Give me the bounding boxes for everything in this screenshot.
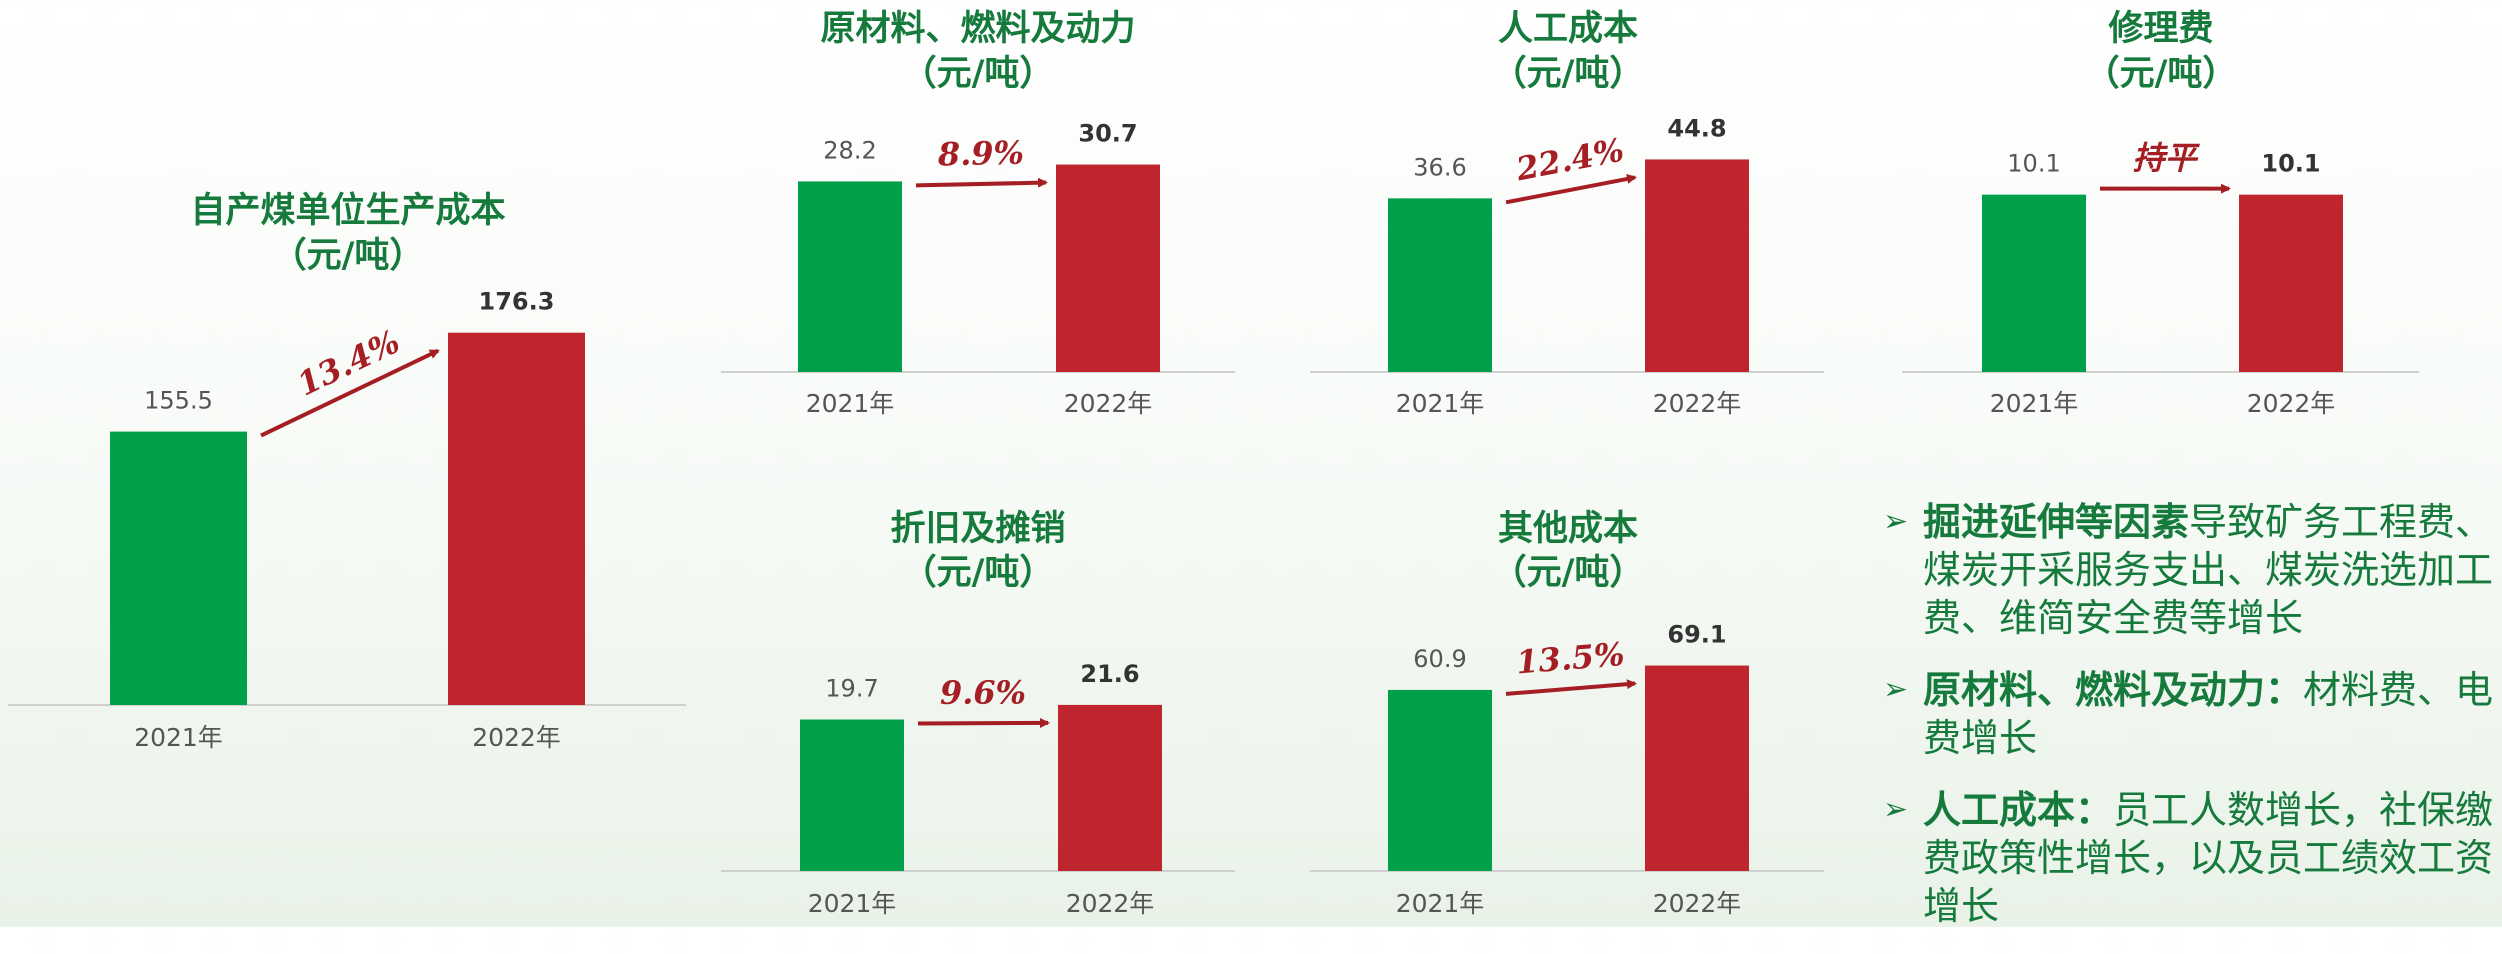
bullet-bold: 掘进延伸等因素 (1923, 500, 2190, 544)
x-tick-label: 2022年 (1064, 389, 1153, 418)
value-label: 28.2 (823, 136, 876, 164)
value-label: 69.1 (1667, 621, 1726, 649)
bullet-text: 材料费、电费增长 (1923, 668, 2494, 760)
bullet-bold: 人工成本： (1923, 788, 2114, 832)
chart-subtitle: （元/吨） (902, 553, 1055, 593)
chart-title: 修理费 (2107, 9, 2213, 49)
x-tick-label: 2021年 (1396, 889, 1485, 918)
change-annotation: 持平 (2132, 139, 2200, 177)
bar (2239, 194, 2343, 372)
change-annotation: 13.4% (291, 322, 405, 403)
chart-subtitle: （元/吨） (272, 236, 425, 276)
x-tick-label: 2021年 (134, 723, 223, 752)
bullet-bold: 原材料、燃料及动力： (1923, 668, 2304, 712)
value-label: 30.7 (1078, 120, 1137, 148)
bar (1645, 665, 1749, 871)
change-annotation: 8.9% (936, 134, 1024, 174)
bullet-item: ➢ 原材料、燃料及动力：材料费、电费增长 (1883, 666, 2502, 762)
bullet-item: ➢ 掘进延伸等因素导致矿务工程费、煤炭开采服务支出、煤炭洗选加工费、维简安全费等增… (1883, 498, 2502, 642)
x-tick-label: 2021年 (1396, 389, 1485, 418)
bullet-text: 导致矿务工程费、煤炭开采服务支出、煤炭洗选加工费、维简安全费等增长 (1923, 500, 2494, 640)
chart-title: 人工成本 (1498, 9, 1638, 49)
value-label: 19.7 (825, 675, 878, 703)
change-annotation: 13.5% (1515, 635, 1626, 682)
chart-title: 其他成本 (1498, 509, 1638, 549)
bar (448, 332, 585, 705)
x-tick-label: 2021年 (806, 389, 895, 418)
chart-title: 原材料、燃料及动力 (820, 9, 1135, 49)
bar (1388, 198, 1492, 372)
x-tick-label: 2021年 (808, 889, 897, 918)
chart-subtitle: （元/吨） (1492, 553, 1645, 593)
value-label: 176.3 (479, 288, 555, 316)
value-label: 21.6 (1080, 660, 1139, 688)
value-label: 10.1 (2261, 150, 2320, 178)
value-label: 60.9 (1413, 645, 1466, 673)
change-arrow (260, 348, 440, 438)
bar (1058, 704, 1162, 871)
value-label: 10.1 (2007, 150, 2060, 178)
chart-subtitle: （元/吨） (1492, 54, 1645, 94)
slide: {"chart_data": [ {"type": "bar", "title"… (0, 0, 2502, 928)
x-tick-label: 2022年 (1066, 889, 1155, 918)
bullet-item: ➢ 人工成本：员工人数增长，社保缴费政策性增长，以及员工绩效工资增长 (1883, 786, 2502, 930)
bar (1982, 194, 2086, 372)
x-tick-label: 2022年 (2247, 389, 2336, 418)
change-arrow (1505, 679, 1637, 696)
chart-subtitle: （元/吨） (902, 54, 1055, 94)
change-arrow (1505, 174, 1637, 205)
bar (1388, 689, 1492, 871)
change-annotation: 9.6% (940, 674, 1026, 712)
change-arrow (917, 717, 1050, 728)
charts: 自产煤单位生产成本 （元/吨） 155.5 2021年 176.3 2022年 13.4% 原… (8, 9, 2419, 918)
x-tick-label: 2022年 (472, 723, 561, 752)
change-arrow (915, 177, 1048, 188)
chart-title: 自产煤单位生产成本 (190, 191, 505, 231)
bar (1645, 159, 1749, 372)
bar (798, 181, 902, 372)
value-label: 36.6 (1413, 153, 1466, 181)
chart-subtitle: （元/吨） (2085, 54, 2238, 94)
bullet-list: ➢ 掘进延伸等因素导致矿务工程费、煤炭开采服务支出、煤炭洗选加工费、维简安全费等增… (1883, 498, 2493, 954)
x-tick-label: 2022年 (1653, 389, 1742, 418)
value-label: 44.8 (1667, 114, 1726, 142)
x-tick-label: 2022年 (1653, 889, 1742, 918)
change-annotation: 22.4% (1512, 131, 1627, 189)
bullet-marker: ➢ (1883, 672, 1909, 707)
bullet-marker: ➢ (1883, 792, 1909, 827)
x-tick-label: 2021年 (1990, 389, 2079, 418)
bar (800, 719, 904, 871)
bullet-marker: ➢ (1883, 504, 1909, 539)
bar (1056, 164, 1160, 372)
bullet-text: 员工人数增长，社保缴费政策性增长，以及员工绩效工资增长 (1923, 788, 2494, 928)
value-label: 155.5 (144, 387, 213, 415)
chart-title: 折旧及摊销 (890, 509, 1065, 549)
bar (110, 431, 247, 705)
